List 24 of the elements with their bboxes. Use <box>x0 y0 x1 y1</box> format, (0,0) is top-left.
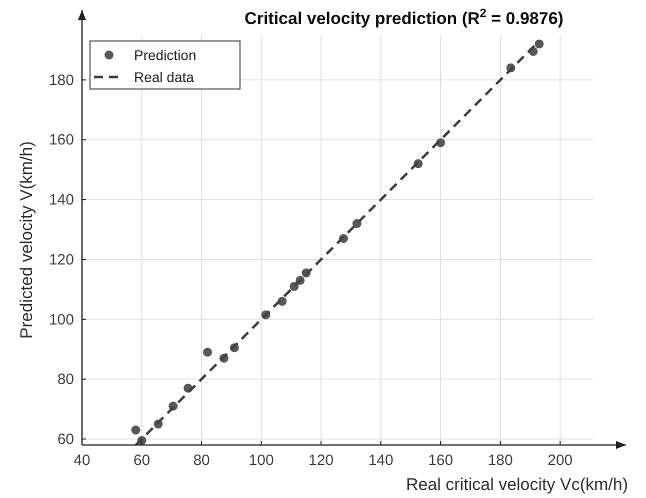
chart-title: Critical velocity prediction (R$^{2}$ = 0.9876) <box>244 6 564 28</box>
x-tick-label: 80 <box>193 452 210 469</box>
y-tick-label: 100 <box>48 311 74 328</box>
y-tick-label: 120 <box>48 251 74 268</box>
x-tick-label: 120 <box>308 452 334 469</box>
y-tick-label: 140 <box>48 192 74 209</box>
x-tick-label: 100 <box>248 452 274 469</box>
x-tick-label: 200 <box>548 452 573 469</box>
x-tick-label: 40 <box>74 452 90 469</box>
x-axis-title: Real critical velocity Vc(km/h) <box>406 475 628 494</box>
y-tick-label: 160 <box>48 132 74 149</box>
y-tick-label: 180 <box>48 72 74 89</box>
y-tick-label: 80 <box>57 371 74 388</box>
x-tick-label: 140 <box>368 452 394 469</box>
point <box>534 39 544 48</box>
legend-label: Real data <box>134 69 194 85</box>
x-tick-label: 180 <box>488 452 513 469</box>
point <box>131 426 140 435</box>
point <box>203 348 212 357</box>
legend-label: Prediction <box>134 47 196 63</box>
x-tick-label: 160 <box>428 452 454 469</box>
x-tick-label: 60 <box>133 452 150 469</box>
y-axis-title: Predicted velocity V(km/h) <box>17 141 36 339</box>
y-tick-label: 60 <box>57 431 74 448</box>
